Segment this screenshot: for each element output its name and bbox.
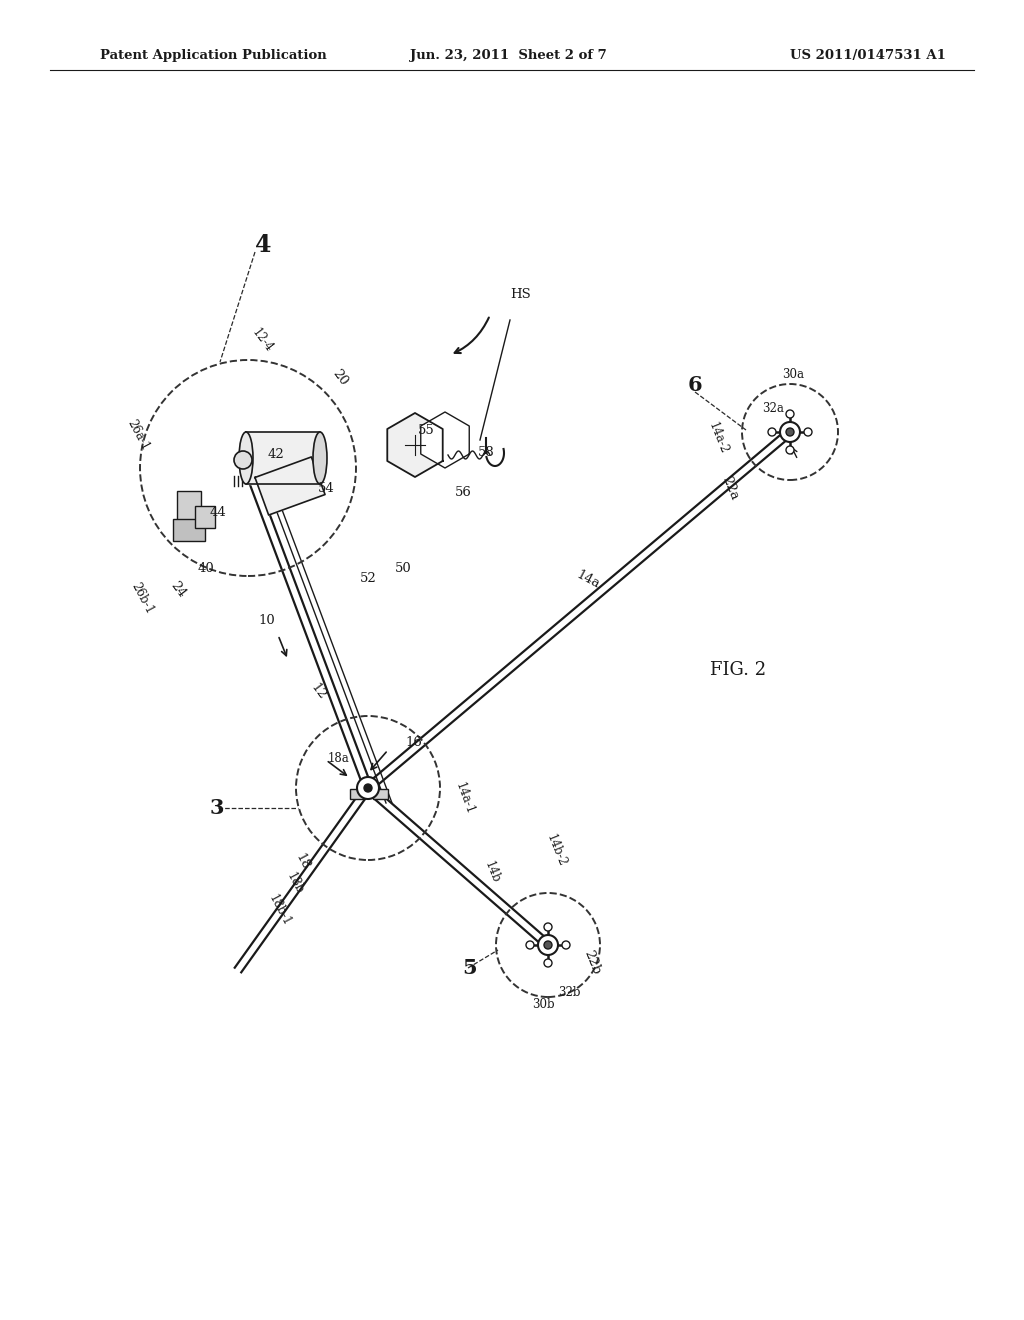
Circle shape — [526, 941, 534, 949]
Text: 32b: 32b — [558, 986, 581, 998]
Text: 12-4: 12-4 — [249, 326, 275, 354]
Text: 14b-2: 14b-2 — [544, 832, 568, 869]
Circle shape — [544, 923, 552, 931]
FancyBboxPatch shape — [373, 788, 387, 799]
Text: FIG. 2: FIG. 2 — [710, 661, 766, 678]
Text: 55: 55 — [418, 424, 435, 437]
Ellipse shape — [239, 432, 253, 484]
Text: 40: 40 — [198, 561, 215, 574]
FancyBboxPatch shape — [195, 506, 215, 528]
Ellipse shape — [313, 432, 327, 484]
Circle shape — [786, 446, 794, 454]
Circle shape — [786, 428, 794, 436]
Circle shape — [357, 777, 379, 799]
Text: 32a: 32a — [762, 401, 784, 414]
Circle shape — [544, 941, 552, 949]
Text: US 2011/0147531 A1: US 2011/0147531 A1 — [790, 49, 946, 62]
Circle shape — [786, 411, 794, 418]
Text: 12: 12 — [308, 681, 329, 702]
Text: 24: 24 — [168, 579, 188, 601]
Text: 18: 18 — [292, 851, 311, 873]
Text: 10: 10 — [258, 614, 274, 627]
Text: 54: 54 — [318, 482, 335, 495]
Circle shape — [768, 428, 776, 436]
Text: 52: 52 — [360, 572, 377, 585]
Circle shape — [562, 941, 570, 949]
Text: 50: 50 — [395, 561, 412, 574]
Text: 5: 5 — [462, 958, 476, 978]
Circle shape — [544, 960, 552, 968]
Text: 26b-1: 26b-1 — [128, 579, 156, 616]
Text: 16: 16 — [406, 735, 422, 748]
Text: 42: 42 — [268, 449, 285, 462]
Text: 30b: 30b — [532, 998, 555, 1011]
Circle shape — [234, 451, 252, 469]
Text: 18a: 18a — [328, 751, 350, 764]
Text: 44: 44 — [210, 506, 226, 519]
Text: 18b-1: 18b-1 — [266, 892, 294, 928]
FancyBboxPatch shape — [173, 519, 205, 541]
FancyBboxPatch shape — [177, 491, 201, 521]
Text: 30a: 30a — [782, 368, 804, 381]
Text: 22b: 22b — [582, 948, 603, 975]
Text: 58: 58 — [478, 446, 495, 458]
Text: Jun. 23, 2011  Sheet 2 of 7: Jun. 23, 2011 Sheet 2 of 7 — [410, 49, 607, 62]
Text: 56: 56 — [455, 486, 472, 499]
Text: 14a: 14a — [574, 569, 602, 591]
Circle shape — [538, 935, 558, 954]
Text: 18b: 18b — [284, 870, 306, 896]
Text: 14a-1: 14a-1 — [454, 780, 477, 816]
Circle shape — [804, 428, 812, 436]
Text: 26a-1: 26a-1 — [125, 417, 152, 453]
FancyBboxPatch shape — [349, 788, 365, 799]
Polygon shape — [255, 457, 325, 515]
Circle shape — [364, 784, 372, 792]
Text: Patent Application Publication: Patent Application Publication — [100, 49, 327, 62]
Text: 14b: 14b — [481, 859, 502, 884]
Text: HS: HS — [510, 289, 530, 301]
Text: 20: 20 — [330, 367, 350, 388]
Text: 14a-2: 14a-2 — [706, 420, 730, 455]
Circle shape — [780, 422, 800, 442]
Polygon shape — [387, 413, 442, 477]
Text: 3: 3 — [210, 799, 224, 818]
Text: 22a: 22a — [719, 474, 740, 502]
Polygon shape — [246, 432, 319, 484]
Polygon shape — [421, 412, 469, 469]
Text: 6: 6 — [688, 375, 702, 395]
Text: 4: 4 — [255, 234, 271, 257]
